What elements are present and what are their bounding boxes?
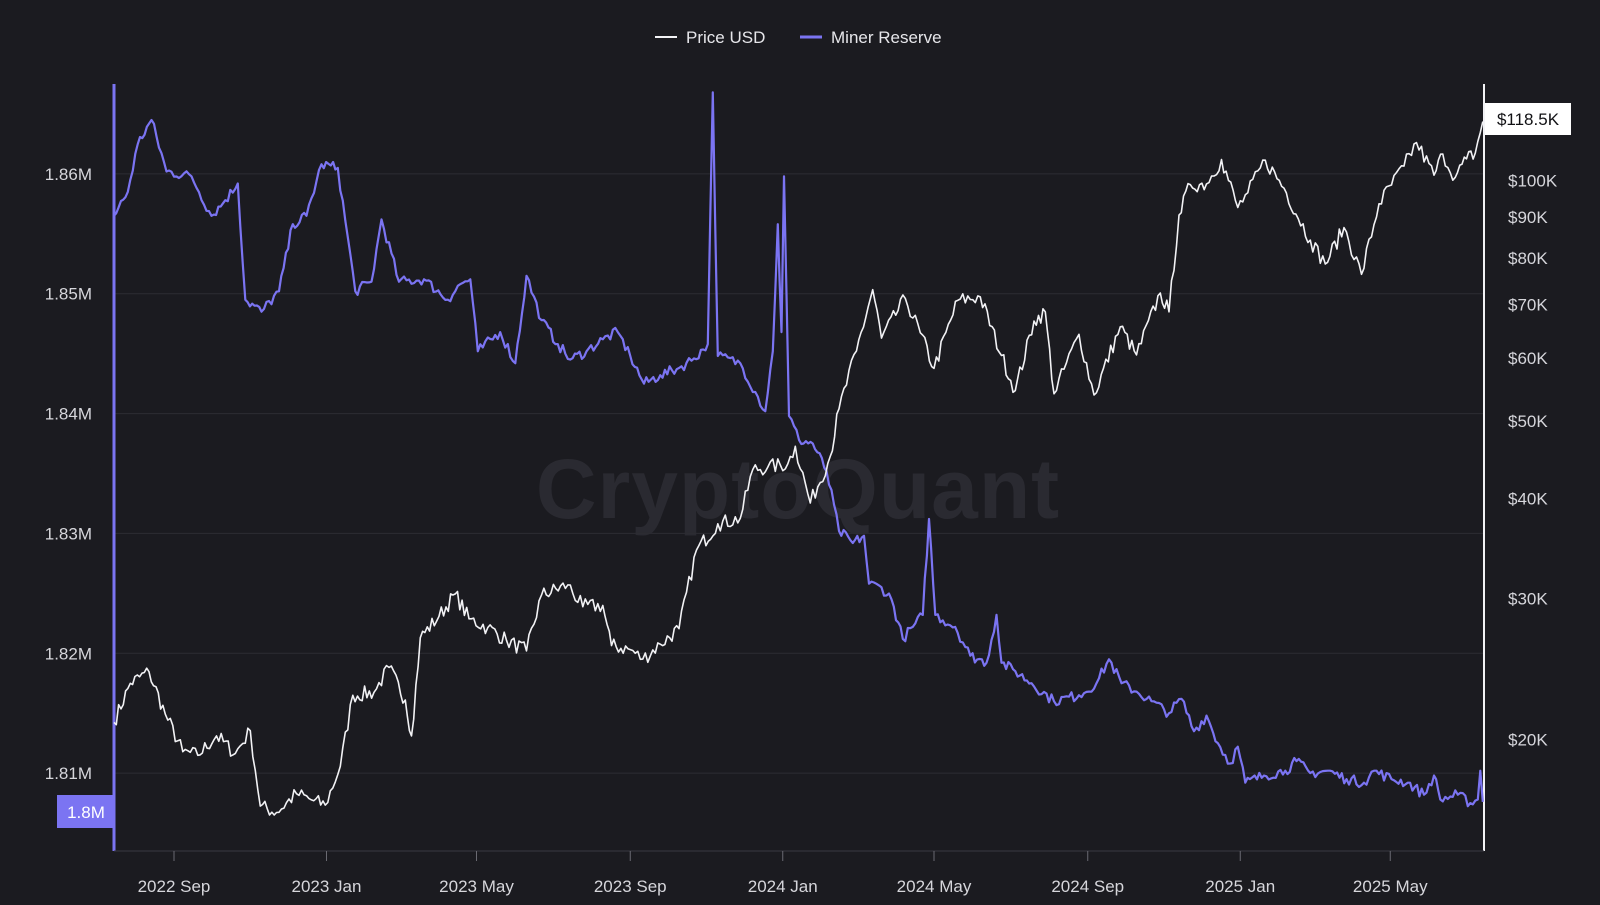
x-tick-label: 2023 May [439, 877, 514, 896]
x-tick-label: 2024 May [897, 877, 972, 896]
legend-label-reserve: Miner Reserve [831, 28, 942, 47]
x-tick-label: 2025 Jan [1205, 877, 1275, 896]
reserve-current-badge: 1.8M [57, 795, 114, 828]
legend-label-price: Price USD [686, 28, 765, 47]
legend-item-reserve[interactable]: Miner Reserve [800, 28, 942, 47]
series-line-price-usd [113, 121, 1484, 816]
right-tick-label: $70K [1508, 295, 1548, 314]
x-tick-label: 2024 Jan [748, 877, 818, 896]
x-axis-ticks: 2022 Sep 2023 Jan 2023 May 2023 Sep 2024 Jan… [138, 851, 1428, 896]
series-line-miner-reserve [113, 91, 1484, 808]
reserve-badge-text: 1.8M [67, 803, 105, 822]
left-tick-label: 1.82M [45, 644, 92, 663]
x-tick-label: 2022 Sep [138, 877, 211, 896]
x-tick-label: 2024 Sep [1051, 877, 1124, 896]
left-tick-label: 1.86M [45, 165, 92, 184]
watermark-text: CryptoQuant [536, 442, 1060, 536]
legend-item-price[interactable]: Price USD [655, 28, 765, 47]
left-tick-label: 1.83M [45, 524, 92, 543]
price-badge-text: $118.5K [1497, 110, 1560, 129]
price-badge-bg [1485, 103, 1571, 135]
x-tick-label: 2025 May [1353, 877, 1428, 896]
right-tick-label: $60K [1508, 349, 1548, 368]
left-tick-label: 1.81M [45, 764, 92, 783]
right-tick-label: $20K [1508, 730, 1548, 749]
right-tick-label: $90K [1508, 208, 1548, 227]
left-axis-ticks: 1.81M 1.82M 1.83M 1.84M 1.85M 1.86M [45, 165, 92, 783]
right-tick-label: $100K [1508, 171, 1558, 190]
right-tick-label: $50K [1508, 412, 1548, 431]
right-axis-ticks: $20K $30K $40K $50K $60K $70K $80K $90K $100K [1508, 171, 1558, 749]
left-tick-label: 1.85M [45, 285, 92, 304]
left-tick-label: 1.84M [45, 405, 92, 424]
price-current-badge: $118.5K [1485, 103, 1571, 135]
right-tick-label: $80K [1508, 249, 1548, 268]
x-tick-label: 2023 Sep [594, 877, 667, 896]
grid-lines [114, 173, 1484, 774]
x-tick-label: 2023 Jan [292, 877, 362, 896]
legend[interactable]: Price USD Miner Reserve [655, 28, 942, 47]
right-tick-label: $30K [1508, 590, 1548, 609]
reserve-badge-bg [57, 795, 114, 828]
right-tick-label: $40K [1508, 490, 1548, 509]
